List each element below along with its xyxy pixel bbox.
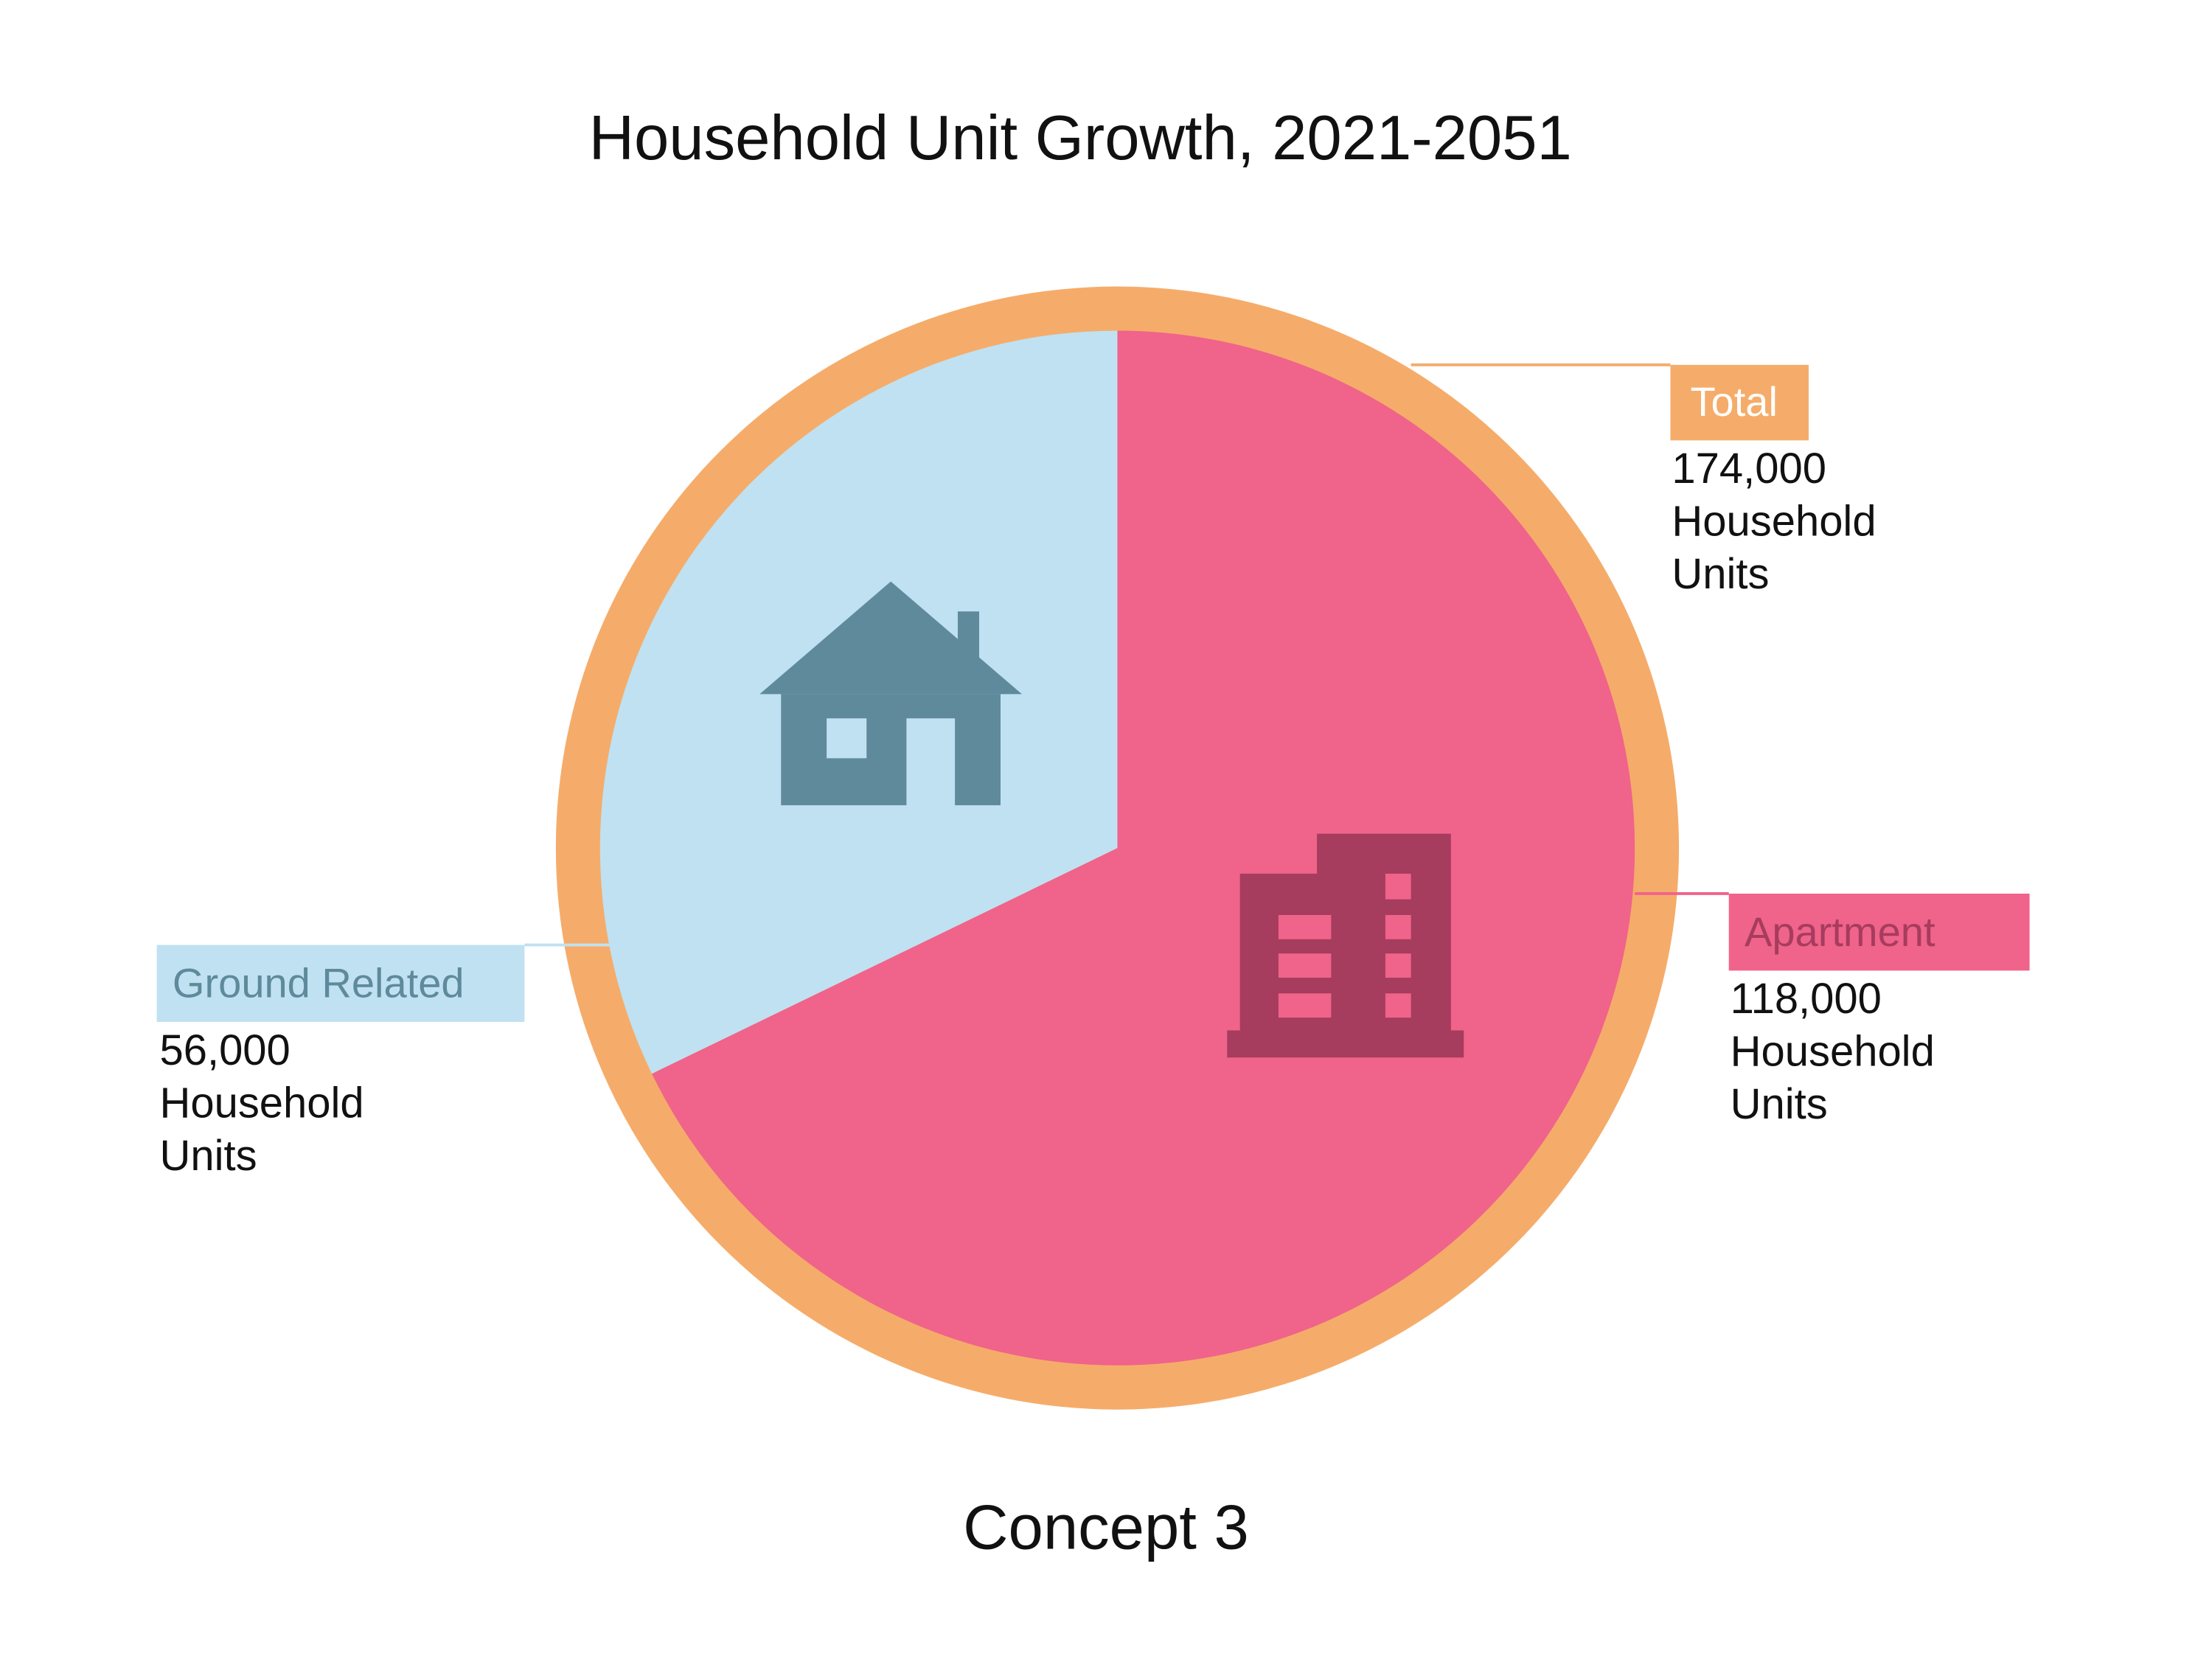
house-chimney bbox=[957, 611, 979, 676]
building-windows bbox=[1278, 873, 1411, 1018]
unit-label: Units bbox=[1731, 1081, 1828, 1128]
legend-label: Total bbox=[1691, 378, 1778, 425]
unit-label: Household bbox=[159, 1079, 364, 1127]
chart-subtitle: Concept 3 bbox=[963, 1492, 1249, 1562]
unit-label: Household bbox=[1672, 498, 1876, 546]
unit-label: Household bbox=[1731, 1029, 1935, 1076]
label-box bbox=[156, 945, 525, 1022]
house-body bbox=[781, 694, 1001, 806]
building-icon bbox=[1227, 833, 1464, 1058]
house-roof bbox=[759, 581, 1022, 695]
unit-label: Units bbox=[1672, 551, 1769, 598]
legend-label: Apartment bbox=[1745, 908, 1935, 955]
unit-label: Units bbox=[159, 1133, 257, 1180]
house-icon bbox=[759, 581, 1022, 806]
label-box bbox=[1670, 364, 1809, 441]
value-label: 174,000 bbox=[1672, 445, 1826, 493]
value-label: 56,000 bbox=[159, 1027, 290, 1074]
pie-slice bbox=[652, 330, 1635, 1366]
labels: Total 174,000 Household Units Apartment 118,0… bbox=[156, 363, 2030, 1180]
value-label: 118,000 bbox=[1731, 975, 1882, 1023]
legend-label: Ground Related bbox=[173, 959, 465, 1006]
chart-title: Household Unit Growth, 2021-2051 bbox=[589, 103, 1572, 173]
pie bbox=[555, 286, 1680, 1410]
label-box bbox=[1728, 893, 2030, 971]
